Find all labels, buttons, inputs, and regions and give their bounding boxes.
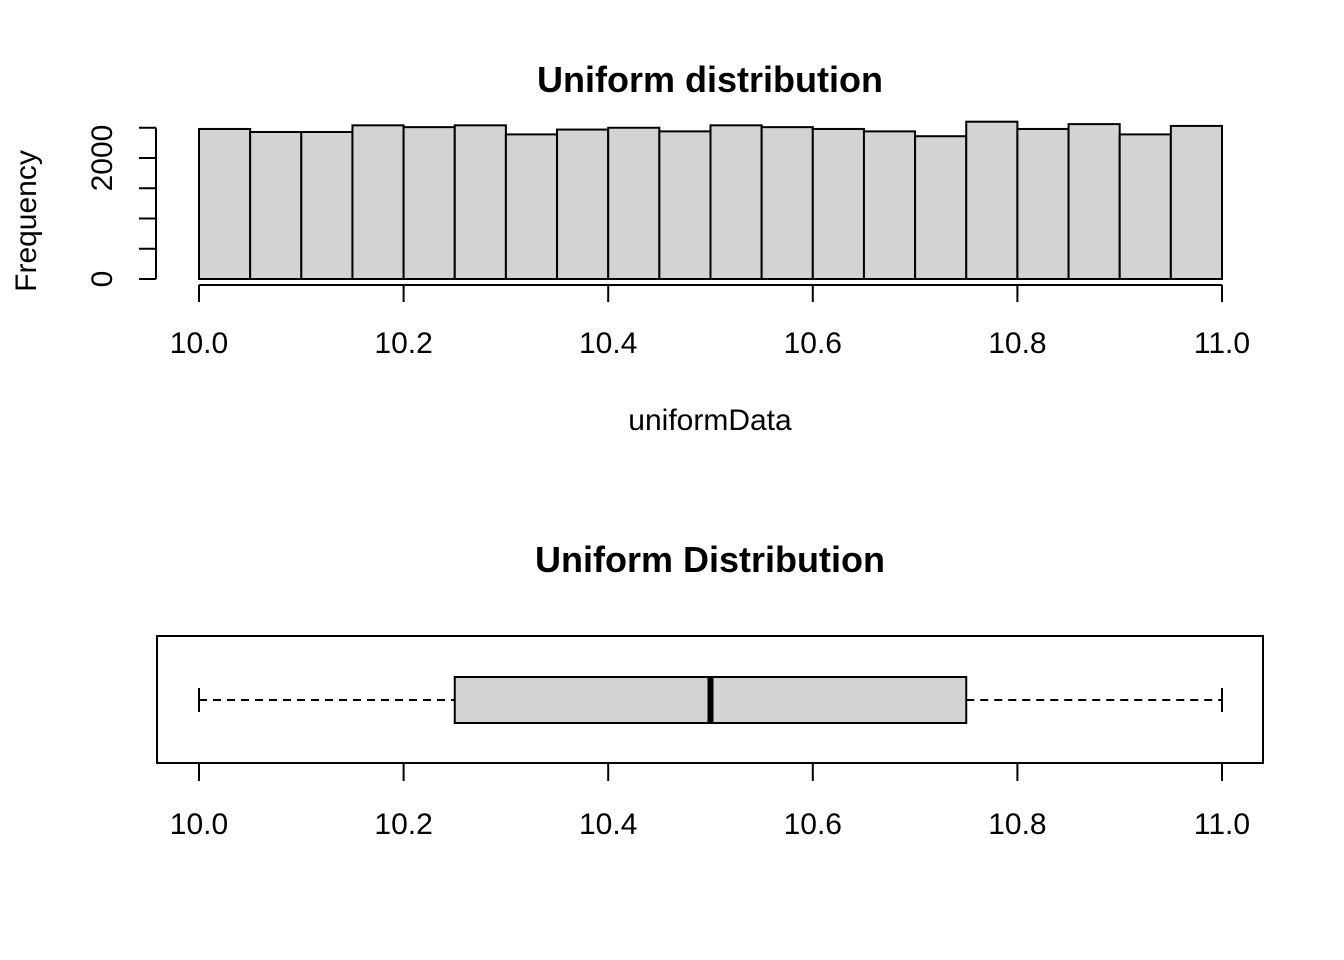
histogram-bar-17 [1016,127,1070,280]
histogram-y-axis: 0 2000 [86,125,157,288]
histogram-title: Uniform distribution [537,59,883,100]
histogram-x-tick-label: 10.8 [988,327,1046,360]
histogram-x-tick-label: 11.0 [1194,327,1250,360]
boxplot-x-tick-label: 11.0 [1194,808,1250,841]
boxplot-title: Uniform Distribution [535,539,885,580]
histogram-bar-4 [351,124,405,280]
boxplot-frame [156,635,1264,764]
histogram-y-tick-label: 0 [86,271,119,288]
histogram-bar-20 [1169,124,1223,280]
histogram-bar-15 [914,135,968,280]
boxplot-x-axis: 10.0 10.2 10.4 10.6 10.8 11.0 [170,763,1250,841]
histogram-bar-8 [556,128,610,280]
boxplot-x-tick-label: 10.8 [988,808,1046,841]
boxplot-x-tick-label: 10.4 [579,808,637,841]
histogram-x-axis: 10.0 10.2 10.4 10.6 10.8 11.0 [170,284,1250,360]
histogram-x-tick-label: 10.0 [170,327,228,360]
histogram-bar-7 [504,133,559,280]
boxplot-marks [198,676,1223,724]
histogram-bar-18 [1067,123,1121,281]
boxplot-panel: Uniform Distribution 10.0 10.2 10.4 10.6 10.… [156,539,1264,841]
histogram-bar-5 [402,126,456,280]
histogram-y-tick-label: 2000 [86,125,119,192]
histogram-bar-16 [965,120,1019,280]
histogram-bar-19 [1118,133,1172,280]
histogram-bar-3 [300,130,354,280]
histogram-bar-13 [811,127,865,280]
boxplot-x-tick-label: 10.2 [374,808,432,841]
histogram-bar-6 [453,124,507,280]
histogram-bars [198,120,1223,281]
histogram-x-axis-title: uniformData [628,404,792,437]
boxplot-x-tick-label: 10.6 [784,808,842,841]
histogram-bar-9 [607,126,661,280]
histogram-x-tick-label: 10.2 [374,327,432,360]
histogram-panel: Uniform distribution 10.0 10.2 10.4 10.6 10.… [10,59,1250,437]
histogram-x-tick-label: 10.4 [579,327,637,360]
histogram-bar-11 [709,124,763,280]
histogram-bar-14 [862,130,917,280]
boxplot-x-tick-label: 10.0 [170,808,228,841]
histogram-bar-10 [658,130,712,280]
histogram-bar-2 [249,130,303,280]
histogram-y-axis-title: Frequency [10,150,43,292]
histogram-x-tick-label: 10.6 [784,327,842,360]
histogram-bar-12 [760,126,814,280]
histogram-bar-1 [198,127,252,280]
